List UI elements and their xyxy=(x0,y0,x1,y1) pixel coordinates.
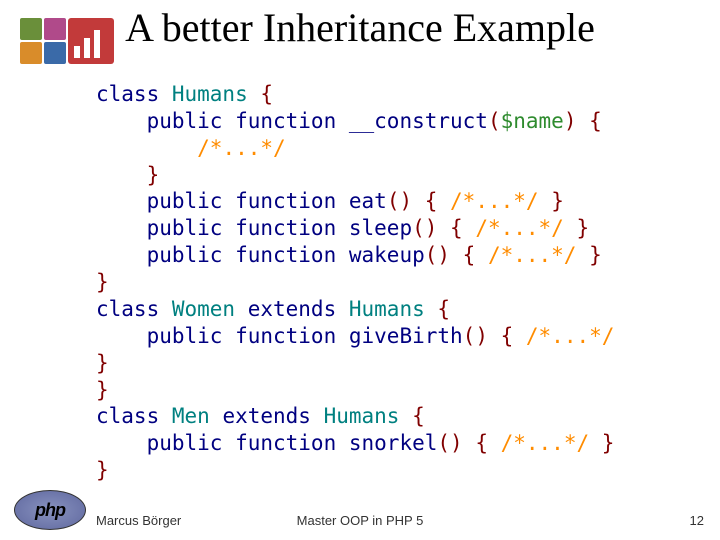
code-brace: { xyxy=(437,297,450,321)
code-comment: /*...*/ xyxy=(526,324,615,348)
code-punct: } xyxy=(576,243,601,267)
code-punct: } xyxy=(589,431,614,455)
code-classname: Men xyxy=(172,404,223,428)
footer-page-number: 12 xyxy=(690,513,704,528)
code-comment: /*...*/ xyxy=(501,431,590,455)
code-punct: () { xyxy=(412,216,475,240)
code-punct: () { xyxy=(463,324,526,348)
footer-title: Master OOP in PHP 5 xyxy=(297,513,424,528)
code-classname: Humans xyxy=(324,404,413,428)
code-keyword: public function xyxy=(96,431,349,455)
code-function: __construct xyxy=(349,109,488,133)
code-keyword: public function xyxy=(96,243,349,267)
php-logo-icon: php xyxy=(14,490,86,530)
code-keyword: extends xyxy=(248,297,349,321)
php-logo-text: php xyxy=(35,500,65,521)
code-keyword: class xyxy=(96,297,172,321)
code-function: wakeup xyxy=(349,243,425,267)
code-brace: } xyxy=(96,378,109,402)
code-block: class Humans { public function __constru… xyxy=(96,54,720,484)
code-keyword: public function xyxy=(96,109,349,133)
code-comment: /*...*/ xyxy=(197,136,286,160)
code-keyword: public function xyxy=(96,189,349,213)
code-keyword: class xyxy=(96,404,172,428)
code-classname: Women xyxy=(172,297,248,321)
code-punct: () { xyxy=(437,431,500,455)
code-brace: } xyxy=(96,270,109,294)
code-comment: /*...*/ xyxy=(475,216,564,240)
footer-author: Marcus Börger xyxy=(96,513,181,528)
code-variable: $name xyxy=(501,109,564,133)
code-keyword: public function xyxy=(96,324,349,348)
code-brace: { xyxy=(260,82,273,106)
code-comment: /*...*/ xyxy=(488,243,577,267)
code-function: giveBirth xyxy=(349,324,463,348)
code-punct: ( xyxy=(488,109,501,133)
code-function: eat xyxy=(349,189,387,213)
code-function: snorkel xyxy=(349,431,438,455)
code-keyword: public function xyxy=(96,216,349,240)
code-brace: } xyxy=(96,163,159,187)
code-brace: } xyxy=(96,351,109,375)
code-comment: /*...*/ xyxy=(450,189,539,213)
code-keyword: class xyxy=(96,82,172,106)
code-function: sleep xyxy=(349,216,412,240)
code-keyword: extends xyxy=(222,404,323,428)
code-classname: Humans xyxy=(349,297,438,321)
code-punct: () { xyxy=(425,243,488,267)
brand-logo xyxy=(20,18,90,88)
code-indent xyxy=(96,136,197,160)
code-punct: ) { xyxy=(564,109,602,133)
code-classname: Humans xyxy=(172,82,261,106)
code-brace: } xyxy=(96,458,109,482)
code-punct: } xyxy=(539,189,564,213)
code-brace: { xyxy=(412,404,425,428)
code-punct: } xyxy=(564,216,589,240)
code-punct: () { xyxy=(387,189,450,213)
